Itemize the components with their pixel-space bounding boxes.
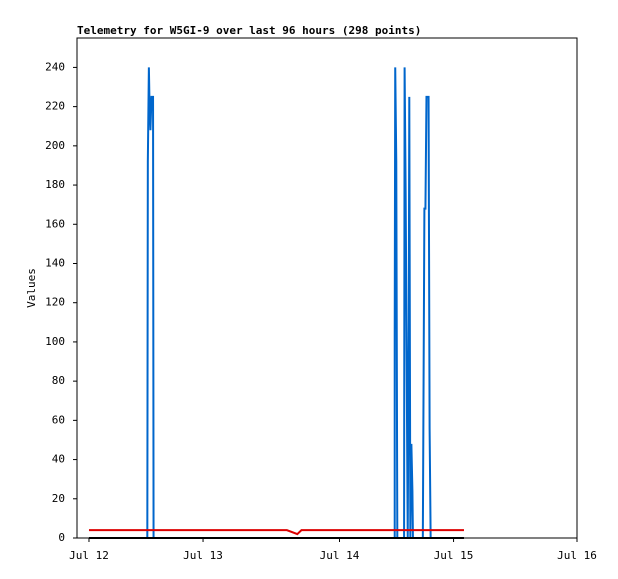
y-tick-label: 120 [45, 296, 65, 309]
x-tick-label: Jul 15 [434, 549, 474, 562]
y-tick-label: 140 [45, 256, 65, 269]
y-tick-label: 80 [52, 374, 65, 387]
x-tick-label: Jul 12 [69, 549, 109, 562]
series-line [88, 529, 464, 536]
y-tick-label: 100 [45, 335, 65, 348]
y-tick-label: 180 [45, 178, 65, 191]
chart-title: Telemetry for W5GI-9 over last 96 hours … [77, 24, 421, 37]
y-tick-label: 40 [52, 453, 65, 466]
x-tick-label: Jul 14 [320, 549, 360, 562]
y-tick-label: 200 [45, 139, 65, 152]
x-tick-label: Jul 13 [183, 549, 223, 562]
y-tick-label: 0 [58, 531, 65, 544]
y-tick-label: 220 [45, 100, 65, 113]
y-tick-label: 20 [52, 492, 65, 505]
series-line [146, 67, 432, 539]
x-tick-label: Jul 16 [557, 549, 597, 562]
y-tick-label: 60 [52, 413, 65, 426]
y-tick-label: 160 [45, 217, 65, 230]
y-tick-label: 240 [45, 60, 65, 73]
y-axis-label: Values [25, 268, 38, 308]
plot-frame [76, 37, 578, 539]
